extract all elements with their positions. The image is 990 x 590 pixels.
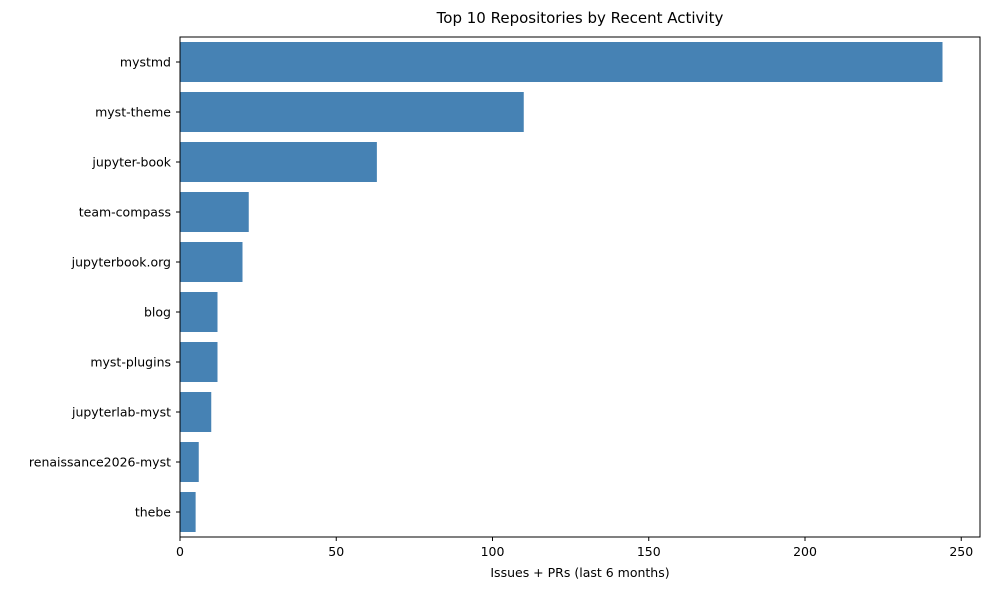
x-tick-label: 50 (328, 544, 344, 559)
x-axis: 0 50 100 150 200 250 (176, 537, 973, 559)
y-tick-label: thebe (135, 505, 171, 520)
y-tick-label: jupyterlab-myst (71, 405, 171, 420)
y-tick-label: myst-plugins (90, 355, 171, 370)
bar-myst-theme (180, 92, 524, 132)
bar-blog (180, 292, 218, 332)
y-tick-label: team-compass (79, 205, 171, 220)
bar-jupyterbook.org (180, 242, 243, 282)
bar-mystmd (180, 42, 943, 82)
plot-frame (179, 36, 981, 538)
x-axis-label: Issues + PRs (last 6 months) (490, 565, 669, 580)
bar-renaissance2026-myst (180, 442, 199, 482)
x-tick-label: 100 (481, 544, 505, 559)
bar-jupyterlab-myst (180, 392, 212, 432)
y-tick-label: jupyterbook.org (71, 255, 171, 270)
y-tick-label: renaissance2026-myst (29, 455, 171, 470)
chart-title: Top 10 Repositories by Recent Activity (436, 9, 724, 27)
bars-group (180, 42, 943, 532)
y-tick-label: mystmd (120, 55, 171, 70)
bar-thebe (180, 492, 196, 532)
y-tick-label: jupyter-book (91, 155, 171, 170)
bar-team-compass (180, 192, 249, 232)
bar-myst-plugins (180, 342, 218, 382)
x-tick-label: 200 (793, 544, 817, 559)
y-axis: mystmd myst-theme jupyter-book team-compass… (29, 55, 180, 520)
y-tick-label: blog (144, 305, 171, 320)
bar-jupyter-book (180, 142, 377, 182)
x-tick-label: 0 (176, 544, 184, 559)
x-tick-label: 250 (949, 544, 973, 559)
y-tick-label: myst-theme (95, 105, 171, 120)
x-tick-label: 150 (637, 544, 661, 559)
